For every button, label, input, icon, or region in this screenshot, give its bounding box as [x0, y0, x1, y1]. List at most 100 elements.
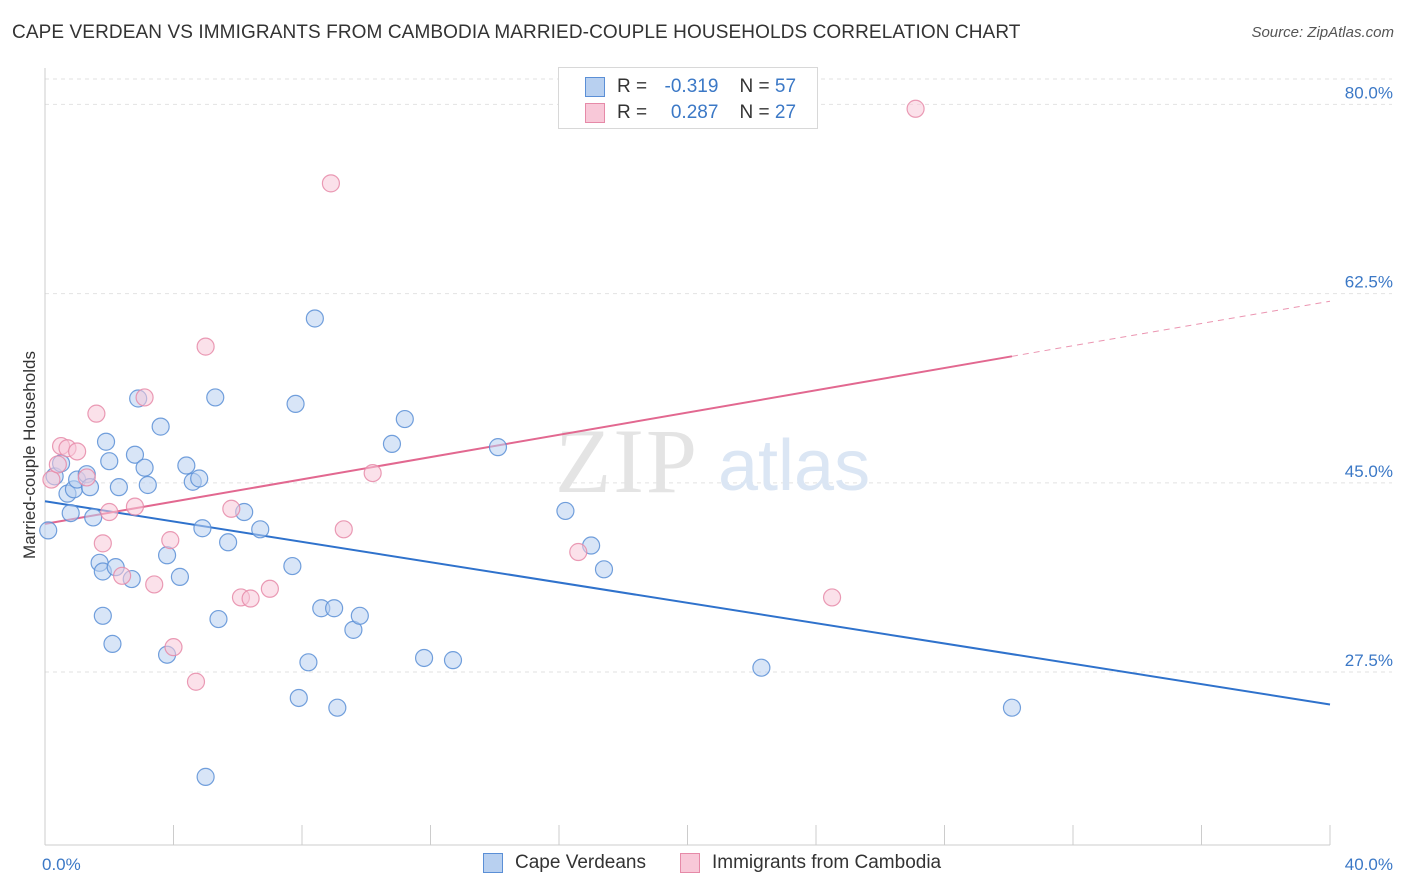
watermark: ZIP atlas: [555, 410, 870, 512]
cambodia-point: [161, 531, 180, 550]
cambodia-point: [135, 388, 154, 407]
cambodia-point: [145, 575, 164, 594]
cape-verdean-point: [350, 606, 369, 625]
series-legend: Cape Verdeans Immigrants from Cambodia: [0, 852, 1406, 876]
y-tick-label: 62.5%: [1345, 273, 1393, 292]
cape-verdean-point: [395, 409, 414, 429]
cape-verdean-point: [190, 469, 209, 488]
cape-verdean-point: [488, 438, 508, 457]
legend-n-value: 57: [774, 76, 797, 97]
cape-verdean-point: [219, 533, 238, 552]
legend-item-cambodia: Immigrants from Cambodia: [680, 852, 941, 874]
cambodia-point: [48, 455, 67, 474]
cape-verdean-point: [752, 658, 771, 677]
cambodia-point: [164, 638, 183, 657]
cape-verdean-point: [325, 599, 344, 618]
y-tick-label: 45.0%: [1345, 462, 1393, 481]
legend-n-value: 27: [774, 102, 797, 123]
legend-series-name: Cape Verdeans: [515, 852, 646, 873]
cape-verdean-point: [170, 567, 190, 586]
cambodia-point: [68, 442, 87, 461]
y-axis-title: Married-couple Households: [20, 351, 39, 559]
cape-verdean-point: [414, 648, 434, 668]
cambodia-point: [100, 502, 119, 522]
cape-verdean-point: [594, 560, 614, 579]
correlation-legend: R = -0.319 N = 57 R = 0.287 N = 27: [558, 67, 818, 129]
cape-verdean-point: [193, 519, 212, 538]
cambodia-point: [363, 463, 382, 483]
cape-verdean-point: [556, 501, 575, 521]
cambodia-point: [260, 579, 279, 598]
cape-verdean-point: [443, 651, 463, 670]
cape-verdean-point: [109, 478, 128, 497]
cape-verdean-point: [96, 432, 116, 451]
cambodia-trend-extension: [1011, 300, 1331, 357]
cambodia-point: [186, 672, 206, 691]
cambodia-point: [569, 542, 588, 562]
legend-r-value: 0.287: [670, 102, 719, 123]
cambodia-point: [222, 499, 241, 518]
cape-verdean-point: [251, 520, 270, 539]
cape-verdean-point: [299, 653, 318, 672]
cambodia-point: [334, 520, 353, 539]
legend-series-name: Immigrants from Cambodia: [712, 852, 942, 873]
cambodia-point: [93, 534, 112, 553]
y-tick-label: 27.5%: [1345, 651, 1393, 670]
cape-verdean-point: [283, 556, 302, 576]
cape-verdean-point: [177, 456, 196, 475]
cape-verdean-point: [100, 452, 119, 471]
legend-swatch-blue: [585, 77, 605, 97]
cape-verdean-point: [157, 546, 177, 565]
axes: [44, 68, 1331, 846]
cape-verdean-point: [39, 521, 58, 540]
x-tick-label-max: 40.0%: [1345, 855, 1393, 874]
cape-verdean-point: [84, 508, 103, 527]
legend-item-cape-verdeans: Cape Verdeans: [483, 852, 646, 874]
cape-verdean-point: [125, 445, 145, 464]
legend-swatch-pink: [585, 103, 605, 123]
legend-r-label: R =: [617, 76, 648, 97]
cape-verdean-point: [151, 417, 170, 436]
cape-verdean-point: [138, 475, 157, 495]
legend-swatch-blue: [483, 853, 503, 873]
cambodia-point: [125, 497, 145, 516]
cambodia-point: [241, 589, 260, 608]
legend-r-value: -0.319: [664, 76, 719, 97]
axis-labels: 27.5% 45.0% 62.5% 80.0% 0.0% 40.0%: [42, 83, 1393, 874]
cambodia-point: [196, 337, 215, 356]
cape-verdean-point: [1002, 698, 1022, 717]
legend-swatch-pink: [680, 853, 700, 873]
cape-verdean-point: [382, 434, 402, 454]
legend-n-label: N =: [739, 102, 770, 123]
cambodia-point: [906, 99, 925, 118]
watermark-zip: ZIP: [555, 410, 699, 512]
cambodia-point: [77, 468, 96, 487]
chart-title: CAPE VERDEAN VS IMMIGRANTS FROM CAMBODIA…: [12, 22, 1021, 43]
cape-verdean-point: [305, 309, 324, 328]
cape-verdean-point: [135, 458, 154, 477]
cambodia-point: [42, 470, 61, 489]
cape-verdean-point: [289, 688, 308, 708]
legend-r-label: R =: [617, 102, 648, 123]
cape-verdean-point: [103, 634, 122, 654]
cambodia-point: [87, 404, 106, 423]
cambodia-point: [321, 174, 341, 193]
cape-verdean-point: [196, 767, 215, 786]
cambodia-point: [112, 566, 132, 585]
cape-verdean-point: [61, 503, 80, 523]
y-tick-label: 80.0%: [1345, 83, 1393, 102]
cape-verdean-point: [286, 394, 305, 414]
cape-verdean-point: [209, 609, 228, 629]
cambodia-trend-line: [44, 355, 1013, 525]
watermark-atlas: atlas: [718, 426, 870, 506]
legend-n-label: N =: [739, 76, 770, 97]
cape-verdean-point: [93, 606, 112, 625]
data-points: [39, 99, 1022, 786]
x-tick-label-min: 0.0%: [42, 855, 81, 874]
gridlines: [45, 78, 1392, 673]
legend-row-cape-verdeans: R = -0.319 N = 57: [585, 75, 796, 99]
cape-verdean-point: [206, 388, 225, 407]
cape-verdean-point: [328, 698, 347, 717]
source-label: Source: ZipAtlas.com: [1251, 24, 1394, 41]
